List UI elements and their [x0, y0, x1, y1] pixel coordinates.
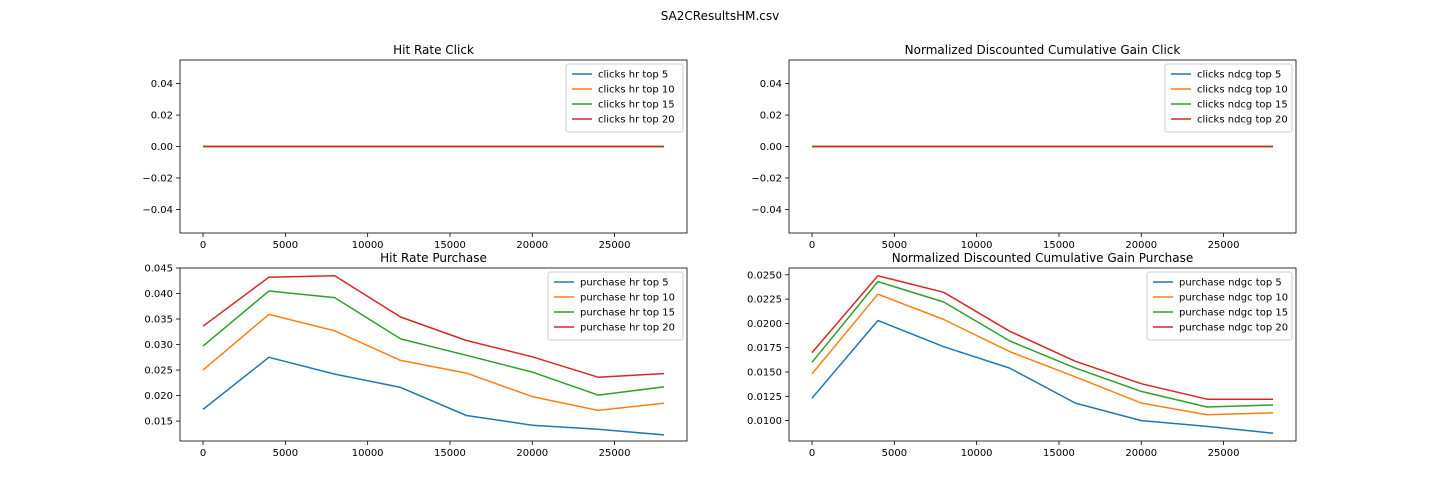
series-line-1	[811, 319, 1274, 434]
y-tick-label: 0.015	[144, 417, 173, 428]
x-tick-label: 15000	[434, 448, 466, 459]
series-line-3	[202, 290, 665, 396]
chart-4: Normalized Discounted Cumulative Gain Pu…	[747, 251, 1297, 459]
x-tick-label: 5000	[882, 240, 907, 251]
y-tick-label: 0.0175	[747, 343, 782, 354]
y-tick-label: 0.00	[760, 142, 782, 153]
legend-label: clicks ndcg top 15	[1197, 100, 1288, 111]
x-tick-label: 10000	[961, 448, 993, 459]
y-tick-label: −0.02	[751, 173, 782, 184]
x-tick-label: 0	[809, 240, 815, 251]
x-tick-label: 0	[200, 448, 206, 459]
y-tick-label: −0.04	[142, 205, 173, 216]
chart-1: Hit Rate Click 0 5000 10000 15000 20000 25000 −…	[142, 43, 688, 251]
legend-box	[1164, 63, 1293, 133]
legend-label: purchase ndgc top 15	[1179, 308, 1288, 319]
x-tick-label: 20000	[516, 448, 548, 459]
legend-label: clicks ndcg top 20	[1197, 115, 1288, 126]
x-tick-label: 25000	[599, 448, 631, 459]
x-tick-label: 15000	[434, 240, 466, 251]
legend-label: purchase hr top 5	[580, 278, 669, 289]
legend-label: purchase hr top 15	[580, 308, 675, 319]
axes-frame	[788, 267, 1297, 442]
series-line-4	[202, 274, 665, 378]
legend-label: purchase hr top 20	[580, 323, 675, 334]
axes-frame	[179, 267, 688, 442]
x-tick-label: 10000	[352, 240, 384, 251]
chart-title: Hit Rate Click	[393, 43, 474, 57]
y-tick-label: 0.040	[144, 289, 173, 300]
x-tick-label: 25000	[599, 240, 631, 251]
x-tick-label: 10000	[961, 240, 993, 251]
series-line-2	[202, 313, 665, 412]
legend-label: purchase ndgc top 20	[1179, 323, 1288, 334]
legend-label: clicks ndcg top 10	[1197, 85, 1288, 96]
series-line-3	[811, 280, 1274, 408]
y-tick-label: 0.0225	[747, 295, 782, 306]
y-tick-label: 0.0200	[747, 319, 782, 330]
x-tick-label: 0	[809, 448, 815, 459]
y-tick-label: −0.02	[142, 173, 173, 184]
legend-box	[565, 63, 684, 133]
chart-title: Normalized Discounted Cumulative Gain Pu…	[892, 251, 1194, 265]
y-tick-label: 0.02	[151, 111, 173, 122]
x-tick-label: 5000	[882, 448, 907, 459]
y-tick-label: 0.00	[151, 142, 173, 153]
legend: clicks hr top 5 clicks hr top 10 clicks hr…	[565, 63, 684, 133]
y-tick-label: 0.045	[144, 264, 173, 275]
x-tick-label: 15000	[1043, 448, 1075, 459]
y-tick-label: 0.02	[760, 111, 782, 122]
series-line-4	[811, 275, 1273, 400]
x-tick-label: 10000	[352, 448, 384, 459]
y-tick-label: 0.0100	[747, 416, 782, 427]
y-tick-label: 0.030	[144, 340, 173, 351]
x-tick-label: 25000	[1208, 448, 1240, 459]
legend-box	[547, 271, 684, 341]
y-tick-label: 0.0250	[747, 270, 782, 281]
legend-label: clicks hr top 15	[598, 100, 675, 111]
chart-2: Normalized Discounted Cumulative Gain Cl…	[751, 43, 1297, 251]
y-tick-label: 0.0125	[747, 392, 782, 403]
series-line-1	[202, 356, 665, 436]
chart-3: Hit Rate Purchase 0 5000 10000 15000 20000 250…	[144, 251, 688, 459]
axes-frame	[179, 59, 688, 234]
x-tick-label: 5000	[273, 448, 298, 459]
x-tick-label: 20000	[1125, 240, 1157, 251]
y-tick-label: 0.04	[760, 79, 782, 90]
legend-label: purchase ndgc top 10	[1179, 293, 1288, 304]
chart-title: Hit Rate Purchase	[380, 251, 487, 265]
legend-label: clicks ndcg top 5	[1197, 70, 1281, 81]
x-tick-label: 15000	[1043, 240, 1075, 251]
legend: clicks ndcg top 5 clicks ndcg top 10 click…	[1164, 63, 1293, 133]
x-tick-label: 5000	[273, 240, 298, 251]
x-tick-label: 20000	[516, 240, 548, 251]
y-tick-label: 0.035	[144, 315, 173, 326]
y-tick-label: 0.0150	[747, 367, 782, 378]
y-tick-label: 0.04	[151, 79, 173, 90]
legend-box	[1146, 271, 1293, 341]
legend-label: clicks hr top 10	[598, 85, 675, 96]
legend: purchase hr top 5 purchase hr top 10 purch…	[547, 271, 684, 341]
x-tick-label: 0	[200, 240, 206, 251]
figure-title: SA2CResultsHM.csv	[661, 9, 780, 23]
y-tick-label: 0.025	[144, 366, 173, 377]
series-line-2	[811, 293, 1274, 416]
legend-label: clicks hr top 20	[598, 115, 675, 126]
legend-label: purchase ndgc top 5	[1179, 278, 1282, 289]
legend-label: clicks hr top 5	[598, 70, 668, 81]
y-tick-label: −0.04	[751, 205, 782, 216]
x-tick-label: 20000	[1125, 448, 1157, 459]
legend-label: purchase hr top 10	[580, 293, 675, 304]
axes-frame	[788, 59, 1297, 234]
x-tick-label: 25000	[1208, 240, 1240, 251]
chart-title: Normalized Discounted Cumulative Gain Cl…	[905, 43, 1181, 57]
y-tick-label: 0.020	[144, 391, 173, 402]
legend: purchase ndgc top 5 purchase ndgc top 10 p…	[1146, 271, 1293, 341]
